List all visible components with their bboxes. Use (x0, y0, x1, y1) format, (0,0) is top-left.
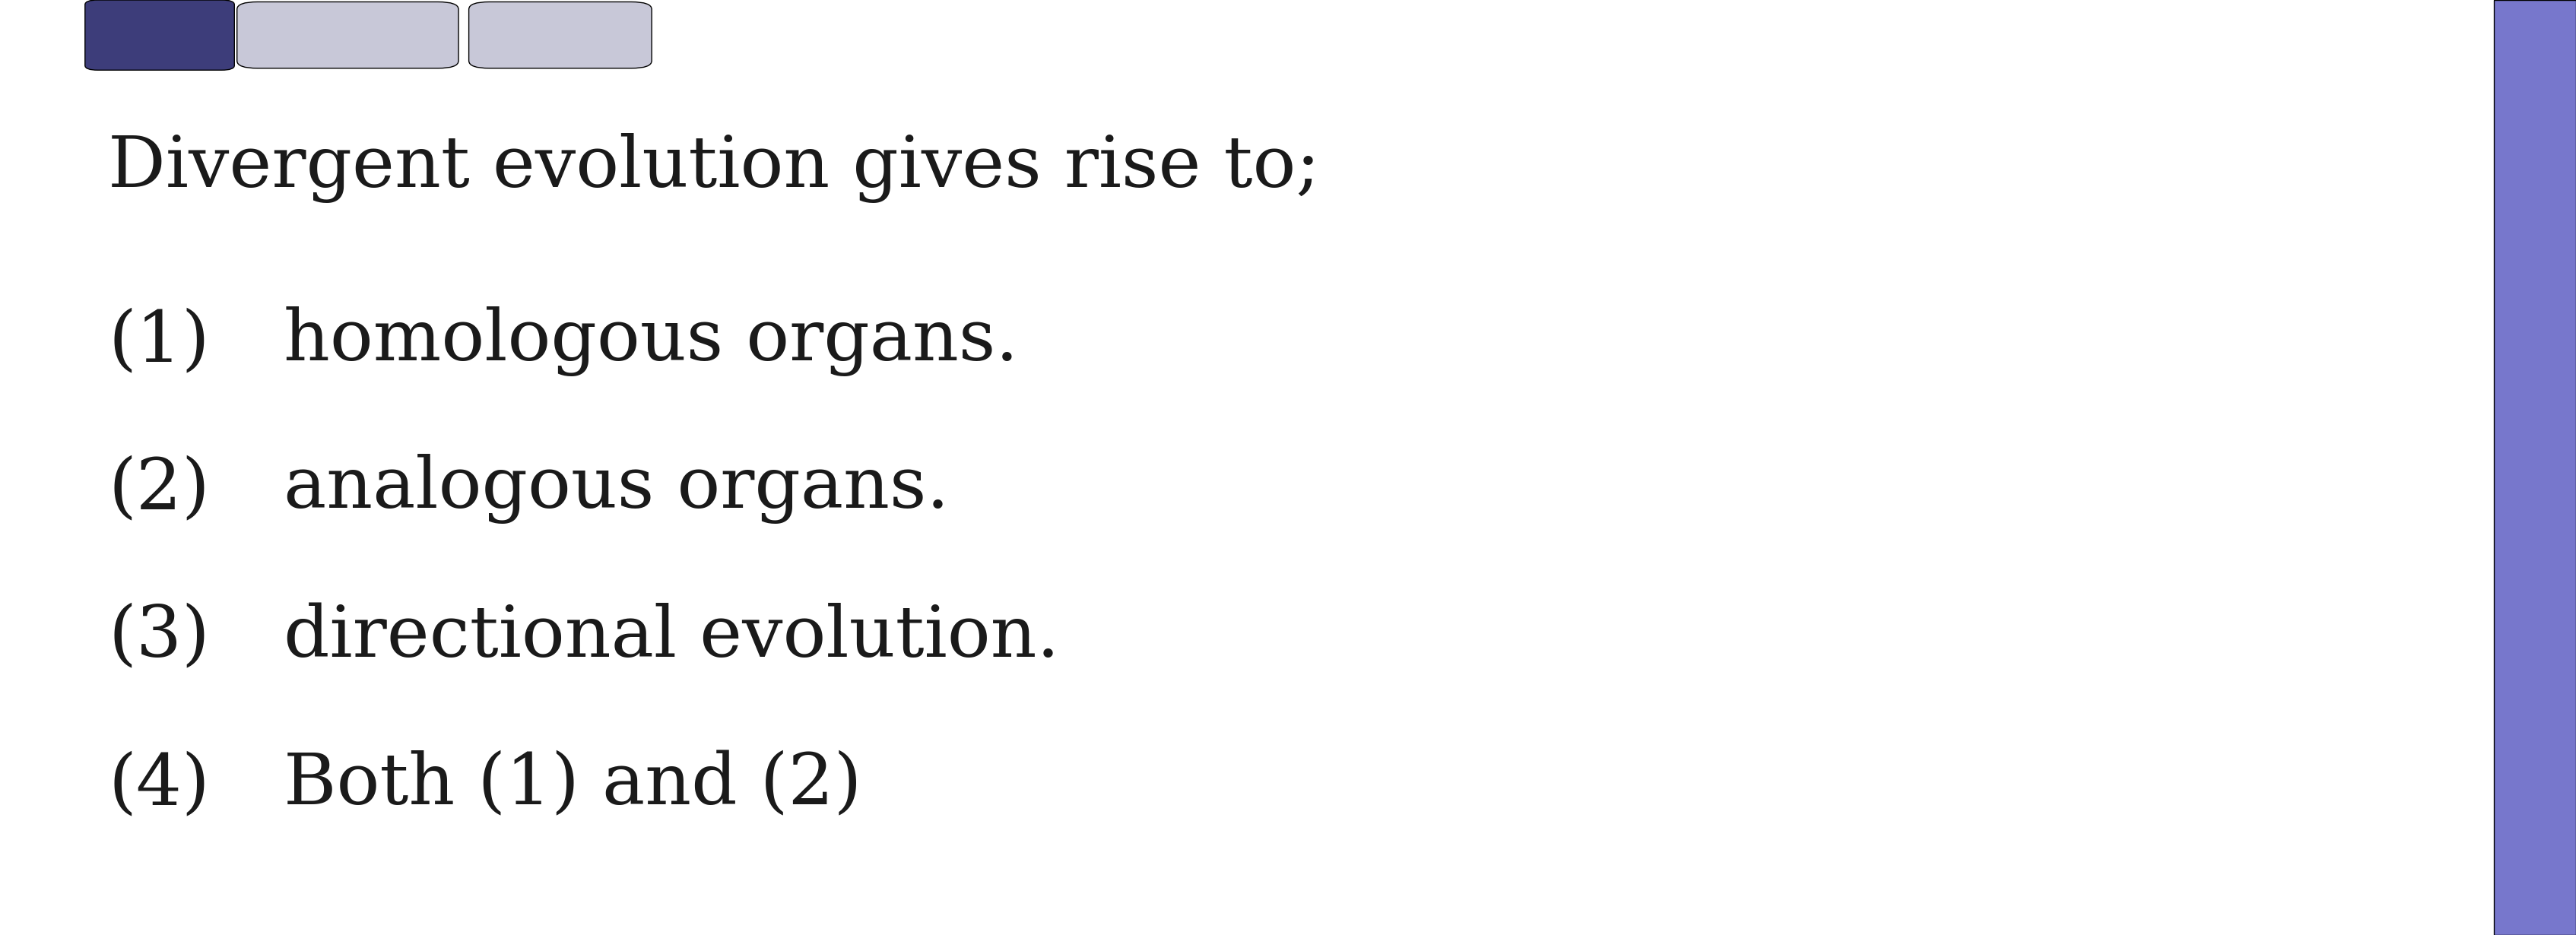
FancyBboxPatch shape (85, 0, 234, 70)
Text: (3): (3) (108, 602, 211, 671)
Text: directional evolution.: directional evolution. (283, 602, 1059, 671)
FancyBboxPatch shape (2494, 0, 2576, 935)
Text: (1): (1) (108, 307, 209, 376)
FancyBboxPatch shape (237, 2, 459, 68)
Text: Both (1) and (2): Both (1) and (2) (283, 750, 860, 819)
FancyBboxPatch shape (469, 2, 652, 68)
Text: (4): (4) (108, 750, 211, 819)
Text: homologous organs.: homologous organs. (283, 307, 1018, 376)
Text: Divergent evolution gives rise to;: Divergent evolution gives rise to; (108, 134, 1321, 203)
Text: analogous organs.: analogous organs. (283, 454, 948, 524)
Text: (2): (2) (108, 454, 211, 524)
